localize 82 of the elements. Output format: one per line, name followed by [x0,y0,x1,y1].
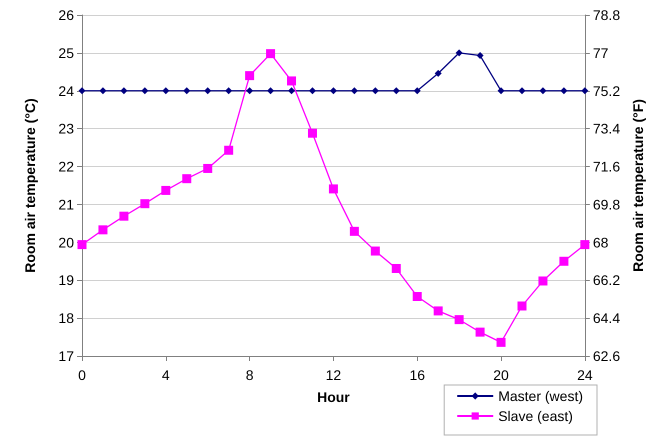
y-tick-label: 18 [58,310,74,326]
point [559,256,568,266]
point [245,71,254,80]
point [476,328,485,337]
y2-axis-title: Room air temperature (°F) [630,99,646,272]
point [203,164,212,173]
point [224,146,234,155]
y2-tick-label: 69.8 [592,196,620,212]
point [78,240,86,250]
point [140,199,150,208]
x-tick-label: 24 [577,367,593,383]
point [454,315,464,324]
y2-tick-label: 71.6 [592,158,620,175]
y-tick-label: 19 [58,272,74,288]
point [141,87,148,94]
point [204,87,212,94]
x-tick-label: 8 [246,367,254,383]
point [496,338,506,347]
point [182,174,192,184]
point [370,246,380,256]
y2-tick-label: 73.4 [592,120,620,137]
x-axis-title: Hour [317,389,350,405]
point [266,49,276,58]
point [288,87,296,94]
point [78,87,86,94]
point [372,87,379,94]
x-tick-label: 20 [493,367,510,383]
x-tick-label: 0 [78,367,86,383]
point [517,301,526,310]
point [350,87,358,94]
point [162,87,170,94]
point [412,292,422,302]
point [99,87,106,94]
point [392,264,401,273]
x-tick-label: 16 [409,367,426,383]
point [308,128,317,138]
point [120,87,128,94]
y-tick-label: 22 [58,158,74,175]
point [392,87,400,94]
y-tick-label: 26 [58,7,74,23]
point [183,87,190,94]
y-tick-label: 23 [58,120,74,137]
point [476,52,484,60]
x-tick-label: 4 [162,367,170,383]
point [246,87,254,94]
y2-tick-label: 68 [592,234,609,250]
point [328,184,338,194]
point [98,225,108,234]
point [161,186,170,195]
y2-tick-label: 64.4 [592,310,620,326]
y-tick-label: 20 [58,234,74,250]
point [580,240,590,250]
y-axis-title: Room air temperature (°C) [22,98,38,273]
point [456,49,463,56]
y-tick-label: 21 [58,196,74,212]
point [538,276,548,286]
point [434,306,443,316]
point [498,87,505,94]
point [434,70,442,77]
legend-label: Master (west) [498,388,584,404]
y2-tick-label: 78.8 [592,7,620,23]
y2-tick-label: 62.6 [592,348,620,364]
y2-tick-label: 75.2 [592,82,620,99]
y-tick-label: 17 [58,348,74,364]
point [330,87,337,94]
point [225,87,232,94]
point [518,87,526,94]
point [560,87,568,94]
y2-tick-label: 77 [592,44,609,61]
point [119,212,128,221]
point [414,87,421,94]
y2-tick-label: 66.2 [592,272,620,288]
y-tick-label: 24 [58,82,74,99]
point [539,87,546,94]
x-tick-label: 12 [326,367,342,383]
point [267,87,274,94]
legend-label: Slave (east) [498,408,573,424]
point [581,87,588,94]
point [308,87,316,94]
point [350,226,359,236]
y-tick-label: 25 [58,44,74,61]
point [287,76,296,86]
